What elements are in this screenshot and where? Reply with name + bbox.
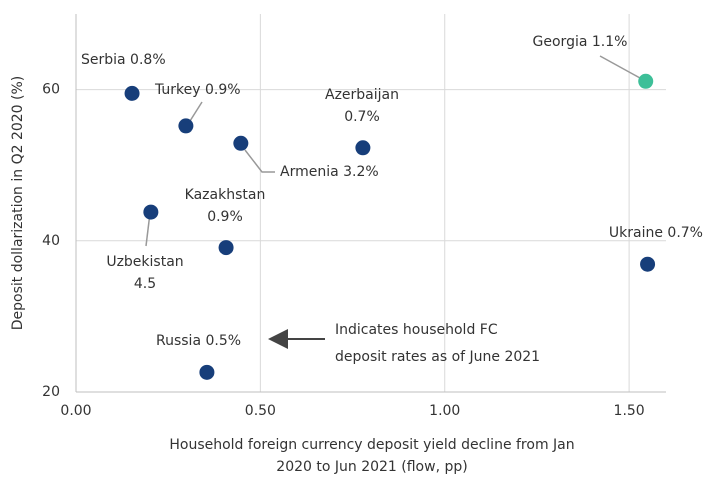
point-label: Kazakhstan [185, 187, 266, 203]
y-axis-title: Deposit dollarization in Q2 2020 (%) [10, 76, 26, 331]
point [199, 364, 215, 380]
annotation: deposit rates as of June 2021 [335, 349, 540, 365]
x-tick-label: 1.00 [429, 403, 460, 419]
leader-line [189, 101, 203, 122]
x-axis-title: Household foreign currency deposit yield… [169, 437, 574, 453]
point-label: Turkey 0.9% [154, 82, 241, 98]
point [143, 204, 159, 220]
x-tick-label: 1.50 [614, 403, 645, 419]
point-label: Ukraine 0.7% [609, 225, 703, 241]
y-tick-label: 40 [42, 233, 60, 249]
x-axis-title: 2020 to Jun 2021 (flow, pp) [276, 459, 467, 475]
point [124, 85, 140, 101]
leader-line [244, 149, 275, 173]
leader-line [599, 55, 641, 79]
annotation: Indicates household FC [335, 322, 498, 338]
point-label: Russia 0.5% [156, 333, 241, 349]
point-label: 4.5 [134, 276, 156, 292]
point [178, 118, 194, 134]
point [355, 140, 371, 156]
x-tick-label: 0.00 [60, 403, 91, 419]
point-label: Azerbaijan [325, 87, 399, 103]
point-label: Serbia 0.8% [81, 52, 166, 68]
x-tick-label: 0.50 [245, 403, 276, 419]
point-label: 0.9% [207, 209, 243, 225]
point-label: Georgia 1.1% [533, 34, 628, 50]
point-label: Armenia 3.2% [280, 164, 379, 180]
y-tick-label: 20 [42, 384, 60, 400]
point-label: Uzbekistan [106, 254, 183, 270]
point [640, 256, 656, 272]
point-label: 0.7% [344, 109, 380, 125]
point [638, 73, 654, 89]
y-tick-label: 60 [42, 82, 60, 98]
point [218, 240, 234, 256]
point [233, 135, 249, 151]
